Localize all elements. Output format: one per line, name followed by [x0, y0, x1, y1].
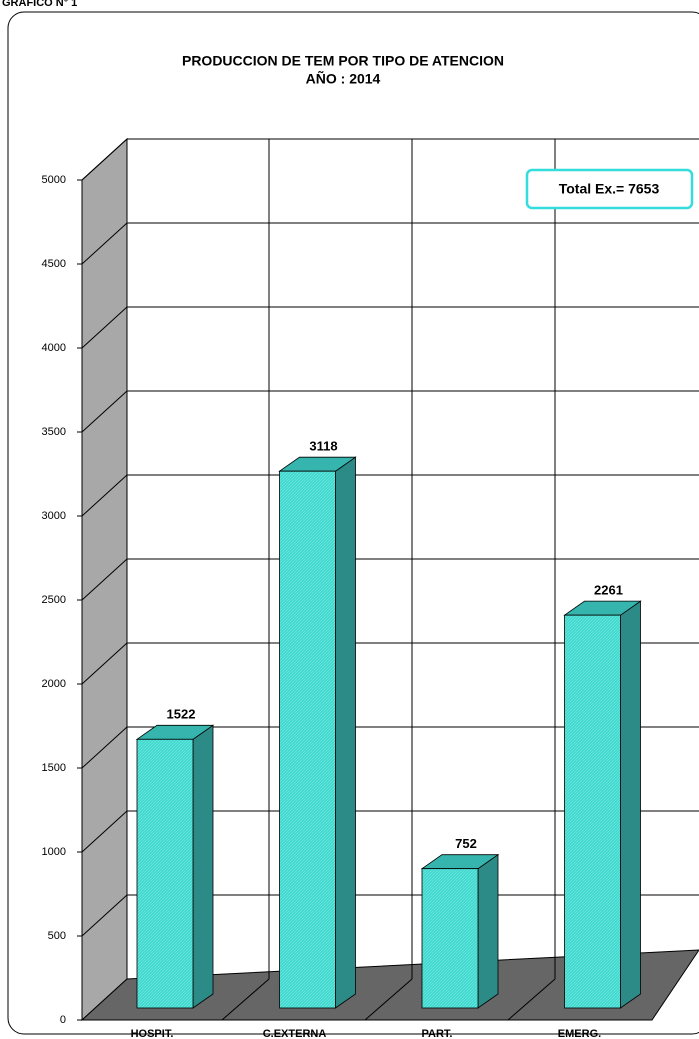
- grid-line: [81, 306, 699, 349]
- grid-line: [81, 894, 699, 937]
- grid-line: [81, 810, 699, 853]
- bar: [421, 868, 479, 1009]
- y-tick-label: 2500: [42, 594, 66, 606]
- value-label: 752: [455, 836, 477, 851]
- x-tick-label: PART.: [422, 1028, 453, 1039]
- y-tick-label: 3000: [42, 510, 66, 522]
- y-tick-label: 0: [60, 1014, 66, 1026]
- annotation: Total Ex.= 7653: [559, 181, 660, 197]
- chart-subtitle: AÑO : 2014: [306, 70, 381, 87]
- y-tick-label: 2000: [42, 678, 66, 690]
- y-tick-label: 500: [48, 930, 66, 942]
- bar-side: [192, 724, 214, 1009]
- bar: [279, 470, 336, 1009]
- y-tick-label: 5000: [42, 174, 66, 186]
- floor-line: [221, 978, 270, 1021]
- header: GRAFICO N° 1: [2, 0, 77, 9]
- annotation-box: [525, 168, 694, 210]
- x-tick-label: C.EXTERNA: [263, 1028, 327, 1039]
- bar-side: [620, 600, 641, 1009]
- bar: [136, 738, 194, 1009]
- y-tick-label: 4000: [42, 342, 66, 354]
- value-label: 3118: [309, 439, 337, 454]
- y-tick-label: 1000: [42, 846, 66, 858]
- y-tick-label: 1500: [42, 762, 66, 774]
- chart-title: PRODUCCION DE TEM POR TIPO DE ATENCION: [182, 53, 504, 69]
- bars: 1522 3118 752 2261: [135, 439, 642, 1009]
- grid-line: [81, 138, 699, 181]
- chart-border: [7, 11, 699, 1035]
- value-label: 2261: [594, 583, 623, 598]
- x-tick-label: EMERG.: [558, 1028, 601, 1039]
- bar-side: [477, 853, 499, 1009]
- floor-line: [507, 978, 556, 1021]
- y-tick-label: 4500: [42, 258, 66, 270]
- grid-line: [81, 558, 699, 601]
- grid-line: [81, 642, 699, 685]
- x-tick-label: HOSPIT.: [131, 1028, 174, 1039]
- grid-line: [81, 474, 699, 517]
- grid-line: [81, 222, 699, 265]
- bar-side: [335, 456, 356, 1009]
- y-tick-label: 3500: [42, 426, 66, 438]
- grid: [77, 138, 699, 1021]
- grid-line: [81, 726, 699, 769]
- value-label: 1522: [167, 707, 196, 722]
- floor-line: [364, 978, 413, 1021]
- bar: [564, 614, 621, 1009]
- grid-line: [81, 390, 699, 433]
